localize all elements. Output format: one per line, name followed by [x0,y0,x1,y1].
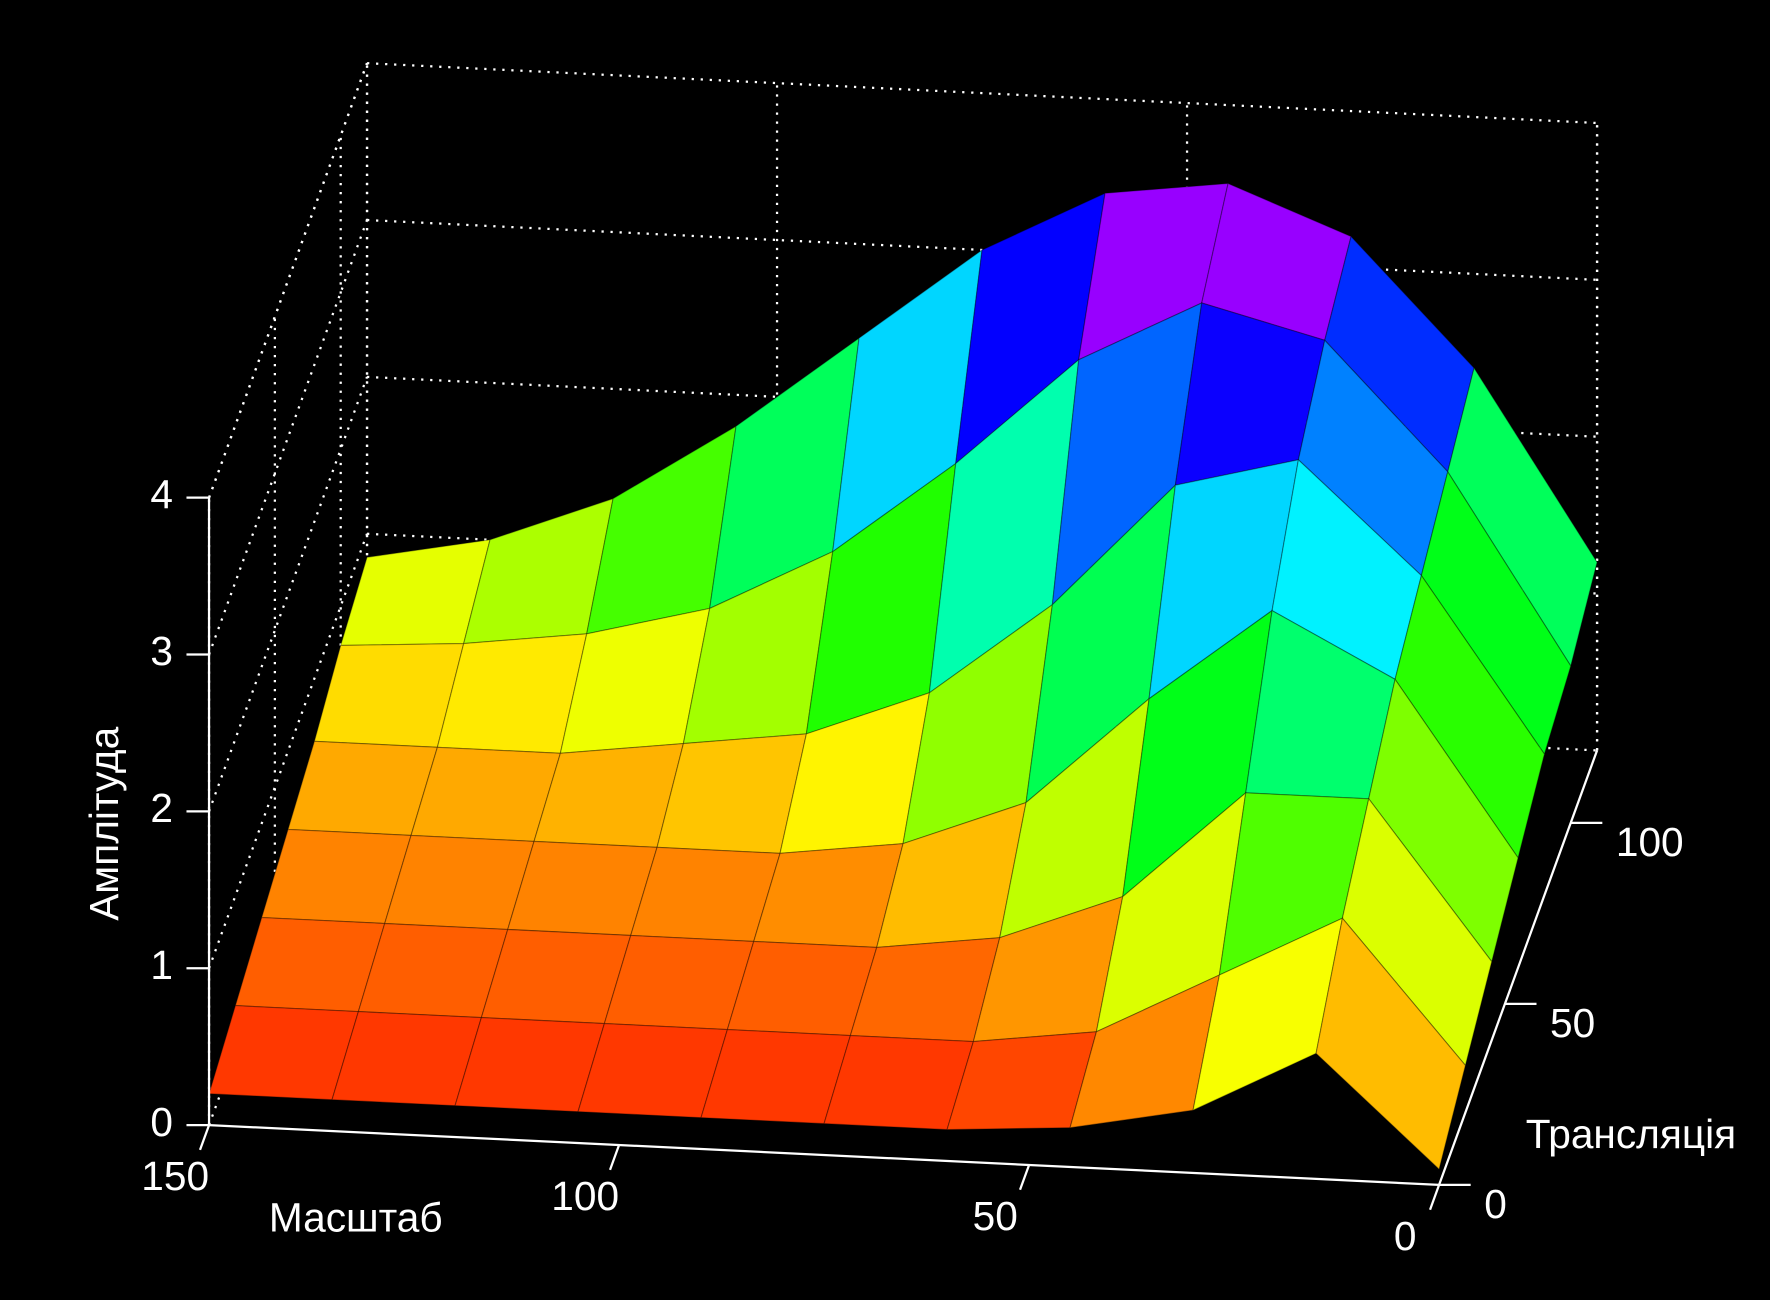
surface-cell [1069,974,1221,1129]
surface-cell [234,916,386,1013]
x-tick-label: 100 [551,1173,619,1219]
y-tick-label: 100 [1616,819,1684,865]
x-tick [1428,1184,1441,1211]
x-tick-label: 0 [1394,1213,1417,1259]
surface-cell [1420,470,1572,756]
z-tick-label: 4 [150,471,173,517]
z-tick-label: 2 [150,785,173,831]
y-tick-label: 50 [1550,1000,1595,1046]
surface-cell [1315,917,1467,1171]
surface-cell [1025,483,1177,804]
x-tick-label: 150 [141,1153,209,1199]
surface-cell [1192,917,1344,1112]
surface-cell [1341,797,1493,1067]
surface-cell [1324,235,1475,473]
surface-cell [1121,609,1273,899]
x-tick [198,1124,211,1151]
surface-cell [1201,182,1352,342]
surface-cell [1368,677,1519,963]
z-tick-label: 0 [150,1099,173,1145]
surface-cell [1447,366,1598,668]
y-axis-label: Трансляція [1526,1111,1736,1157]
x-axis [208,1123,1440,1187]
x-tick [1018,1164,1031,1191]
surface-cell [946,1031,1098,1131]
z-tick-label: 3 [150,628,173,674]
x-tick-label: 50 [973,1193,1018,1239]
surface-cell [1271,458,1423,681]
z-tick-label: 1 [150,942,173,988]
x-axis-label: Масштаб [269,1195,443,1241]
surface-cell [1245,609,1396,800]
z-axis-label: Амплітуда [81,726,127,920]
surface-cell [1394,574,1546,860]
x-tick [608,1144,621,1171]
grid-line [366,62,1598,125]
y-tick-label: 0 [1484,1181,1507,1227]
surface-cell [577,1022,729,1119]
